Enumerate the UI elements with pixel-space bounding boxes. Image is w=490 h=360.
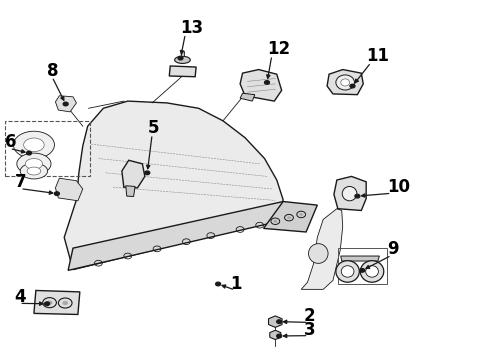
Circle shape bbox=[26, 151, 31, 155]
Text: 10: 10 bbox=[387, 178, 410, 196]
Polygon shape bbox=[34, 291, 80, 315]
Text: 13: 13 bbox=[180, 19, 204, 37]
Circle shape bbox=[62, 301, 68, 305]
Circle shape bbox=[54, 192, 59, 195]
Polygon shape bbox=[327, 69, 363, 95]
Ellipse shape bbox=[20, 163, 48, 179]
Polygon shape bbox=[126, 186, 135, 197]
Text: 4: 4 bbox=[14, 288, 26, 306]
Polygon shape bbox=[68, 202, 283, 270]
Circle shape bbox=[287, 216, 291, 219]
Polygon shape bbox=[334, 176, 366, 211]
Ellipse shape bbox=[341, 266, 354, 277]
Ellipse shape bbox=[13, 131, 54, 158]
Ellipse shape bbox=[336, 75, 354, 90]
Polygon shape bbox=[55, 96, 76, 112]
Ellipse shape bbox=[336, 261, 359, 282]
Polygon shape bbox=[55, 178, 83, 201]
Text: 6: 6 bbox=[4, 133, 16, 151]
Circle shape bbox=[145, 171, 150, 175]
Text: 12: 12 bbox=[267, 40, 290, 58]
Text: 9: 9 bbox=[387, 240, 398, 258]
Ellipse shape bbox=[174, 56, 190, 63]
Polygon shape bbox=[264, 202, 318, 232]
Ellipse shape bbox=[24, 138, 44, 152]
Ellipse shape bbox=[27, 167, 41, 175]
Polygon shape bbox=[64, 101, 283, 270]
Circle shape bbox=[63, 102, 68, 106]
Circle shape bbox=[47, 301, 52, 305]
Ellipse shape bbox=[309, 244, 328, 264]
Ellipse shape bbox=[17, 153, 51, 175]
Polygon shape bbox=[270, 330, 281, 339]
Circle shape bbox=[350, 84, 355, 88]
Circle shape bbox=[265, 81, 270, 84]
Circle shape bbox=[216, 282, 220, 286]
Ellipse shape bbox=[341, 79, 349, 86]
Polygon shape bbox=[341, 256, 379, 261]
Polygon shape bbox=[269, 316, 282, 327]
FancyBboxPatch shape bbox=[180, 50, 184, 56]
Polygon shape bbox=[301, 209, 343, 289]
Circle shape bbox=[45, 302, 49, 306]
Text: 2: 2 bbox=[304, 307, 315, 325]
Circle shape bbox=[277, 334, 282, 338]
Ellipse shape bbox=[25, 158, 43, 169]
Circle shape bbox=[360, 269, 365, 272]
Text: 7: 7 bbox=[15, 174, 27, 192]
Circle shape bbox=[299, 213, 303, 216]
Polygon shape bbox=[169, 66, 196, 77]
Ellipse shape bbox=[366, 266, 378, 277]
Circle shape bbox=[273, 220, 277, 223]
Polygon shape bbox=[240, 69, 282, 101]
Circle shape bbox=[355, 194, 360, 198]
Text: 5: 5 bbox=[147, 119, 159, 137]
Text: 1: 1 bbox=[230, 275, 242, 293]
Ellipse shape bbox=[360, 261, 384, 282]
Polygon shape bbox=[122, 160, 145, 188]
Text: 8: 8 bbox=[47, 62, 59, 80]
Ellipse shape bbox=[342, 186, 357, 201]
Polygon shape bbox=[240, 93, 255, 101]
Text: 11: 11 bbox=[366, 47, 389, 65]
Text: 3: 3 bbox=[304, 320, 315, 338]
Circle shape bbox=[178, 56, 183, 60]
Circle shape bbox=[277, 320, 282, 323]
